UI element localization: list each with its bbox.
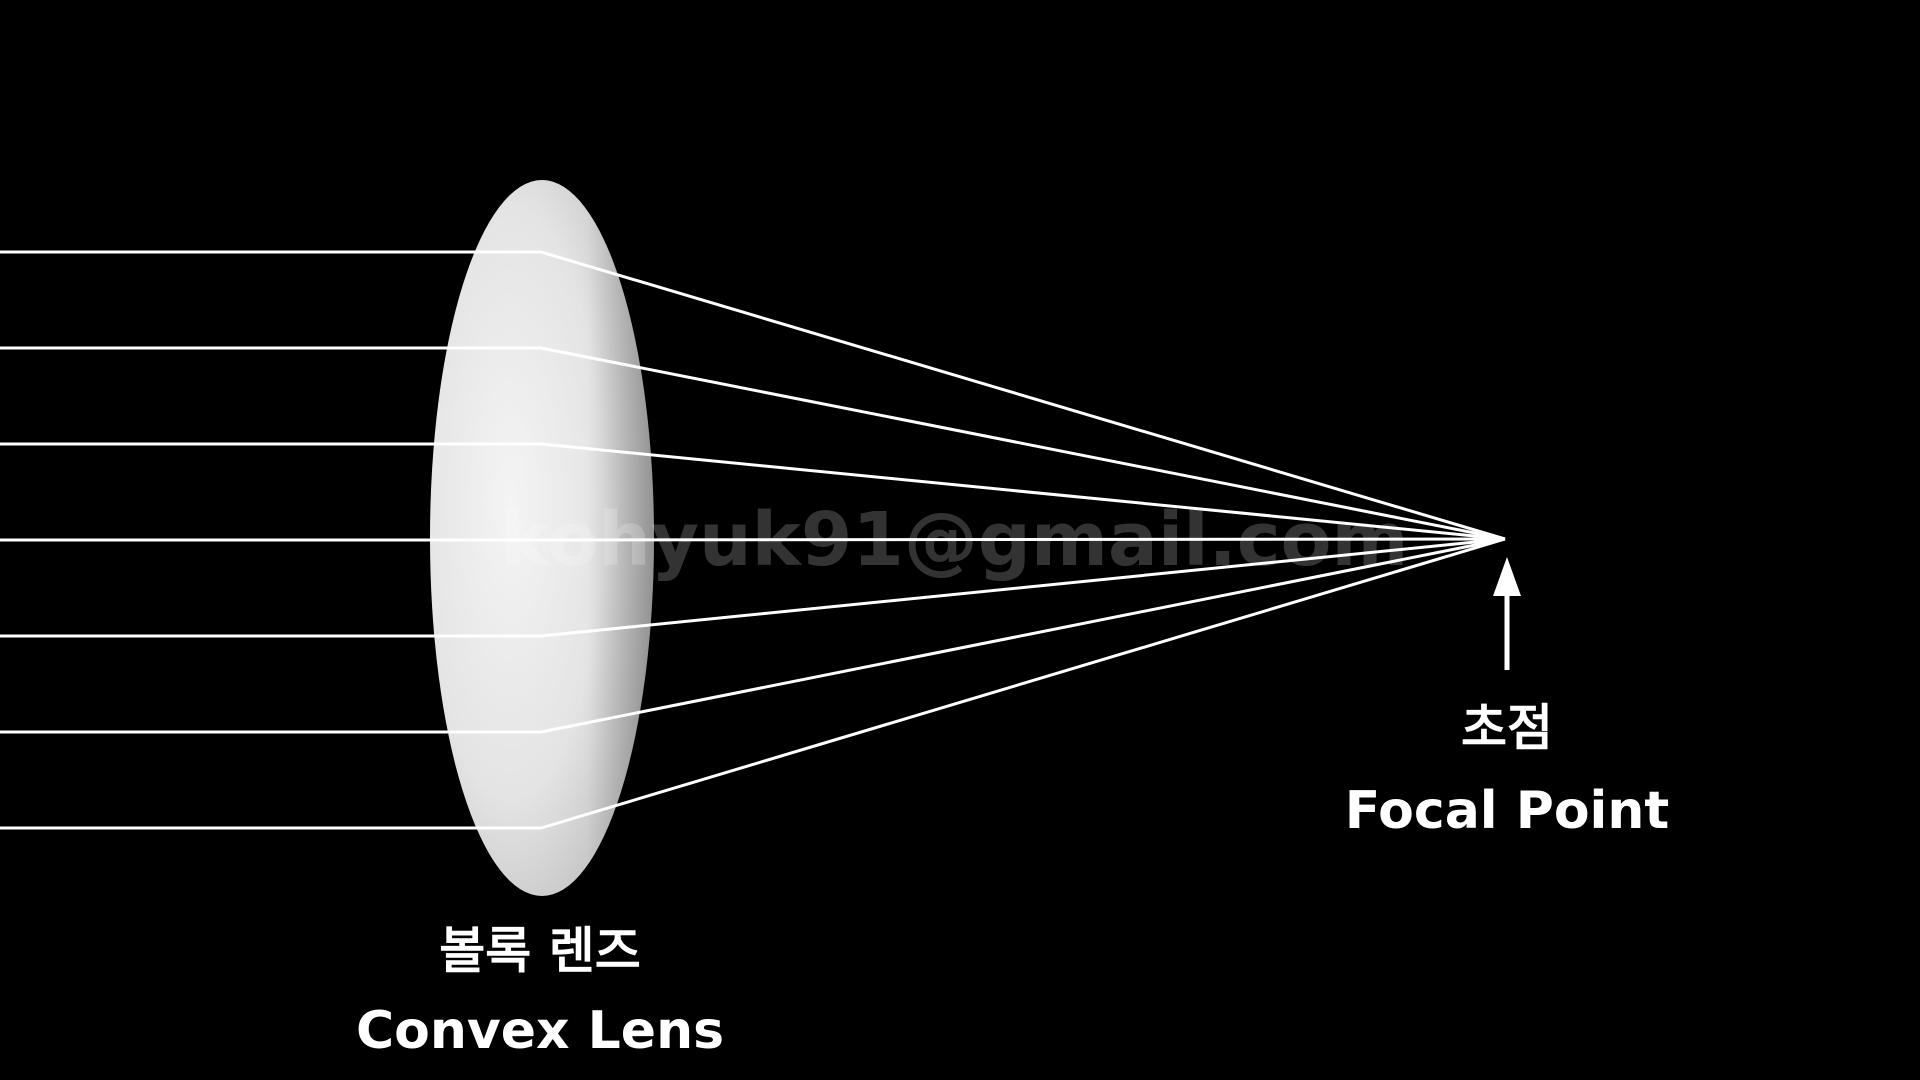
light-ray bbox=[0, 537, 1506, 734]
convex-lens-label-ko: 볼록 렌즈 bbox=[439, 922, 640, 980]
focal-point-arrow bbox=[1493, 557, 1521, 670]
focal-point-label-en: Focal Point bbox=[1345, 781, 1670, 841]
focal-point-label-ko: 초점 bbox=[1461, 699, 1553, 757]
light-rays bbox=[0, 250, 1506, 830]
light-ray bbox=[0, 537, 1506, 830]
convex-lens-label-en: Convex Lens bbox=[356, 1001, 724, 1061]
light-ray bbox=[0, 346, 1506, 541]
light-ray bbox=[0, 442, 1506, 541]
light-ray bbox=[0, 537, 1506, 638]
watermark-text: kohyuk91@gmail.com bbox=[500, 497, 1409, 583]
light-ray bbox=[0, 250, 1506, 541]
light-ray bbox=[0, 537, 1506, 542]
